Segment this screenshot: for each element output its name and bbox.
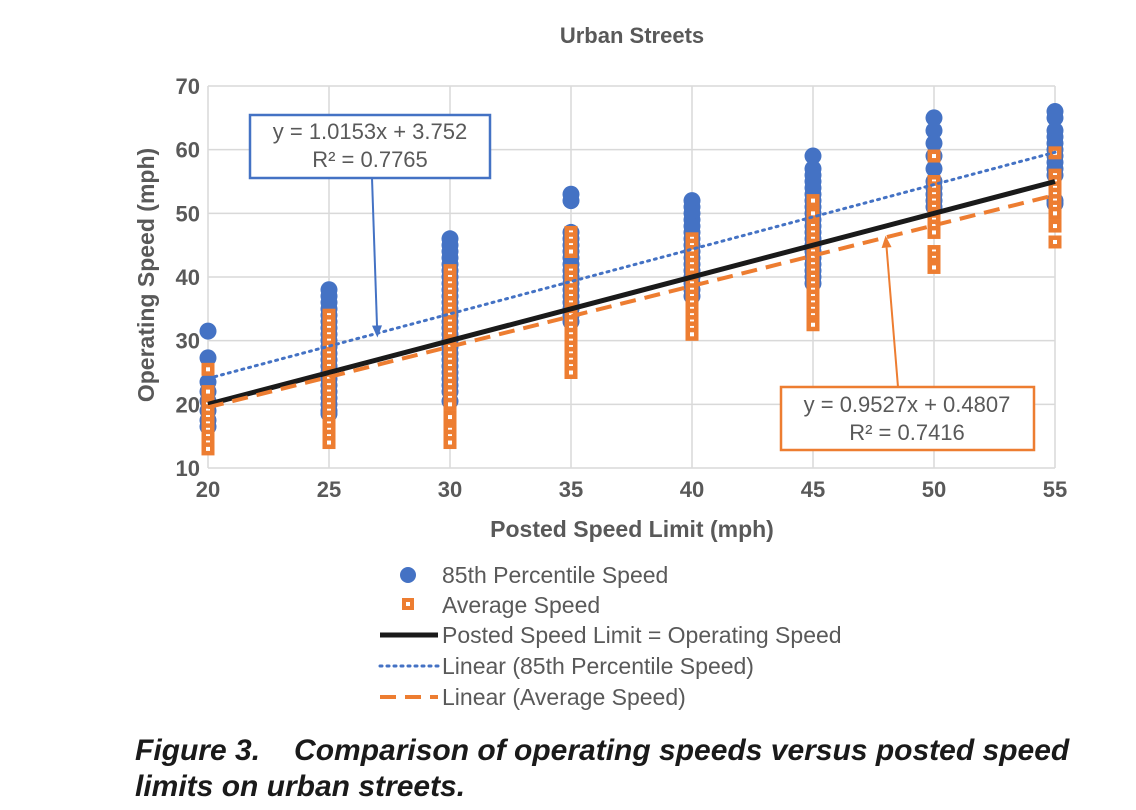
x-tick-label: 25 xyxy=(317,477,341,502)
trendline-85th xyxy=(206,150,1057,380)
data-point-85th xyxy=(1046,109,1064,127)
legend-label-trend-85th: Linear (85th Percentile Speed) xyxy=(442,653,754,679)
legend: 85th Percentile Speed Average Speed Post… xyxy=(378,562,842,710)
annotation-85th: y = 1.0153x + 3.752 R² = 0.7765 xyxy=(248,113,492,338)
data-point-average-center xyxy=(448,402,452,407)
y-tick-label: 70 xyxy=(176,74,200,99)
data-point-average-center xyxy=(932,265,936,270)
y-axis-ticks: 10 20 30 40 50 60 70 xyxy=(176,74,200,481)
data-point-average-center xyxy=(1053,211,1057,216)
x-tick-label: 35 xyxy=(559,477,583,502)
data-point-average-center xyxy=(932,230,936,235)
data-point-average-center xyxy=(206,367,210,372)
y-axis-label: Operating Speed (mph) xyxy=(133,148,159,402)
x-tick-label: 55 xyxy=(1043,477,1067,502)
y-tick-label: 50 xyxy=(176,201,200,226)
x-tick-label: 45 xyxy=(801,477,825,502)
legend-label-average: Average Speed xyxy=(442,592,600,618)
y-tick-label: 60 xyxy=(176,138,200,163)
data-point-average-center xyxy=(569,370,573,375)
figure-caption: Figure 3. Comparison of operating speeds … xyxy=(135,733,1095,805)
annotation-average-eq: y = 0.9527x + 0.4807 xyxy=(804,392,1011,417)
annotation-85th-r2: R² = 0.7765 xyxy=(312,147,428,172)
annotation-average: y = 0.9527x + 0.4807 R² = 0.7416 xyxy=(779,235,1036,452)
data-point-85th xyxy=(199,349,217,367)
data-point-average-center xyxy=(206,389,210,394)
x-axis-ticks: 20 25 30 35 40 45 50 55 xyxy=(196,477,1067,502)
x-tick-label: 50 xyxy=(922,477,946,502)
y-tick-label: 10 xyxy=(176,456,200,481)
data-point-average-center xyxy=(932,154,936,159)
annotation-average-r2: R² = 0.7416 xyxy=(849,420,965,445)
x-tick-label: 40 xyxy=(680,477,704,502)
legend-label-reference: Posted Speed Limit = Operating Speed xyxy=(442,622,842,648)
arrow-85th xyxy=(371,177,378,326)
legend-marker-85th xyxy=(400,567,416,583)
data-point-average-center xyxy=(690,332,694,337)
y-tick-label: 20 xyxy=(176,392,200,417)
data-point-average-center xyxy=(206,446,210,451)
data-point-85th xyxy=(804,147,822,165)
arrow-average xyxy=(885,247,899,388)
data-point-average-center xyxy=(327,440,331,445)
data-point-average-center xyxy=(811,211,815,216)
figure-number: Figure 3. xyxy=(135,734,261,767)
legend-label-trend-average: Linear (Average Speed) xyxy=(442,684,686,710)
data-point-85th xyxy=(562,192,580,210)
x-tick-label: 30 xyxy=(438,477,462,502)
figure-caption-text: Comparison of operating speeds versus po… xyxy=(135,734,1070,803)
data-point-85th xyxy=(925,134,943,152)
legend-label-85th: 85th Percentile Speed xyxy=(442,562,668,588)
annotation-85th-eq: y = 1.0153x + 3.752 xyxy=(273,119,468,144)
data-point-85th xyxy=(925,122,943,140)
data-point-85th xyxy=(199,322,217,340)
x-axis-label: Posted Speed Limit (mph) xyxy=(490,516,774,542)
data-point-average-center xyxy=(448,440,452,445)
y-tick-label: 30 xyxy=(176,329,200,354)
trendline-average xyxy=(207,193,1056,410)
arrowhead-85th xyxy=(371,325,382,338)
data-point-average-center xyxy=(569,249,573,254)
data-point-average-center xyxy=(1053,224,1057,229)
chart-title: Urban Streets xyxy=(560,23,704,48)
x-tick-label: 20 xyxy=(196,477,220,502)
data-point-average-center xyxy=(811,322,815,327)
data-point-85th xyxy=(925,160,943,178)
data-point-average-center xyxy=(811,198,815,203)
arrowhead-average xyxy=(881,235,892,248)
legend-marker-average xyxy=(402,598,414,610)
reference-line xyxy=(207,179,1056,407)
data-point-average-center xyxy=(1053,239,1057,244)
series-average-speed xyxy=(201,146,1062,456)
data-point-85th xyxy=(925,109,943,127)
y-tick-label: 40 xyxy=(176,265,200,290)
data-point-average-center xyxy=(448,415,452,420)
